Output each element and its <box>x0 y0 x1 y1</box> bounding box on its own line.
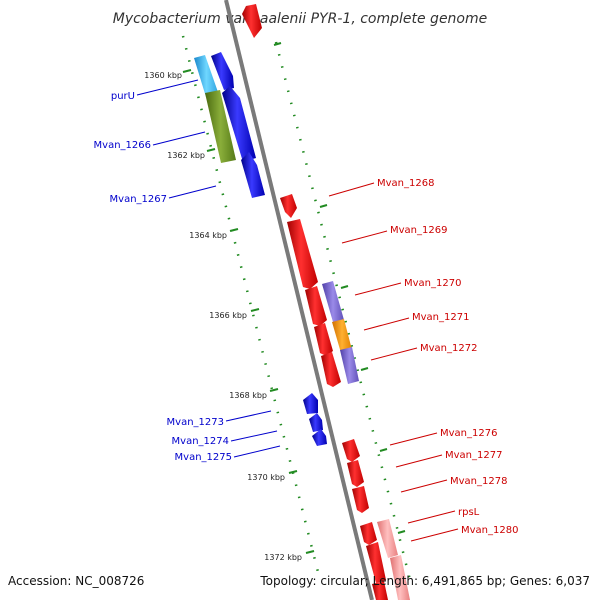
genome-summary-text: Topology: circular; Length: 6,491,865 bp… <box>260 574 590 588</box>
scale: 1360 kbp 1362 kbp 1364 kbp 1366 kbp 1368… <box>144 69 315 562</box>
right-track-ticks <box>273 42 406 534</box>
label-mvan-1271[interactable]: Mvan_1271 <box>412 312 469 323</box>
minor-tick <box>360 367 369 371</box>
scale-label: 1366 kbp <box>209 311 247 320</box>
gene-arrow-blue[interactable] <box>211 52 234 90</box>
scale-tick <box>182 69 192 73</box>
gene-mvan-1280-feature[interactable] <box>377 519 398 558</box>
scale-label: 1370 kbp <box>247 473 285 482</box>
gene-mvan-1271-feature[interactable] <box>332 319 352 353</box>
label-connector <box>354 282 402 296</box>
gene-arrow-bottom[interactable] <box>372 581 388 600</box>
scale-label: 1360 kbp <box>144 71 182 80</box>
gene-mvan-1278[interactable] <box>352 486 369 513</box>
gene-mvan-1272[interactable] <box>321 352 341 387</box>
label-connector <box>395 454 443 468</box>
scale-tick <box>206 148 216 152</box>
label-connector <box>152 131 206 146</box>
label-connector <box>389 432 438 446</box>
label-connector <box>328 182 375 197</box>
label-mvan-1277[interactable]: Mvan_1277 <box>445 450 502 461</box>
map-title: Mycobacterium vanbaalenii PYR-1, complet… <box>113 11 488 27</box>
label-connector <box>363 317 410 331</box>
label-connector <box>230 430 278 442</box>
label-connector <box>233 445 281 458</box>
minor-tick <box>379 448 388 452</box>
label-purU[interactable]: purU <box>111 91 135 102</box>
label-mvan-1275[interactable]: Mvan_1275 <box>175 452 232 463</box>
right-gene-labels: Mvan_1268 Mvan_1269 Mvan_1270 Mvan_1271 … <box>328 178 518 542</box>
label-mvan-1280[interactable]: Mvan_1280 <box>461 525 518 536</box>
gene-mvan-1270[interactable] <box>305 286 327 326</box>
accession-text: Accession: NC_008726 <box>8 574 145 588</box>
scale-label: 1372 kbp <box>264 553 302 562</box>
gene-mvan-1270-feature[interactable] <box>322 281 344 322</box>
label-connector <box>400 479 448 493</box>
gene-purU[interactable] <box>194 55 219 97</box>
scale-label: 1362 kbp <box>167 151 205 160</box>
scale-label: 1368 kbp <box>229 391 267 400</box>
gene-mvan-1267[interactable] <box>241 152 265 198</box>
gene-arrow-top <box>242 4 262 38</box>
label-mvan-1266[interactable]: Mvan_1266 <box>94 140 151 151</box>
label-connector <box>370 347 418 361</box>
minor-tick <box>397 530 406 534</box>
label-connector <box>225 410 272 422</box>
label-connector <box>407 510 456 524</box>
gene-mvan-1272-feature[interactable] <box>340 347 359 384</box>
gene-mvan-1277[interactable] <box>347 460 364 487</box>
label-connector <box>136 79 199 96</box>
scale-tick <box>305 550 315 554</box>
gene-arrow-bottom-pink[interactable] <box>390 555 410 600</box>
gene-mvan-1280[interactable] <box>366 542 386 583</box>
forward-strand-genes <box>194 4 327 446</box>
left-gene-labels: purU Mvan_1266 Mvan_1267 Mvan_1273 Mvan_… <box>94 79 281 463</box>
label-mvan-1268[interactable]: Mvan_1268 <box>377 178 434 189</box>
label-mvan-1276[interactable]: Mvan_1276 <box>440 428 497 439</box>
gene-mvan-1274[interactable] <box>309 413 323 432</box>
gene-mvan-1273[interactable] <box>303 393 318 414</box>
label-mvan-1269[interactable]: Mvan_1269 <box>390 225 447 236</box>
right-tick-track <box>274 41 412 581</box>
minor-tick <box>273 42 282 46</box>
gene-mvan-1269[interactable] <box>287 219 318 289</box>
label-connector <box>341 230 388 244</box>
gene-mvan-1266[interactable] <box>222 86 256 162</box>
scale-tick <box>229 228 239 232</box>
label-mvan-1273[interactable]: Mvan_1273 <box>167 417 224 428</box>
scale-tick <box>250 308 260 312</box>
label-mvan-1272[interactable]: Mvan_1272 <box>420 343 477 354</box>
label-mvan-1270[interactable]: Mvan_1270 <box>404 278 461 289</box>
label-mvan-1278[interactable]: Mvan_1278 <box>450 476 507 487</box>
gene-mvan-1275[interactable] <box>312 429 327 446</box>
genome-backbone <box>224 0 374 600</box>
label-connector <box>168 185 217 199</box>
label-rpsL[interactable]: rpsL <box>458 507 480 518</box>
label-connector <box>410 528 459 542</box>
gene-rpsL[interactable] <box>360 522 377 545</box>
gene-mvan-1268[interactable] <box>280 194 297 218</box>
minor-tick <box>319 204 328 208</box>
scale-label: 1364 kbp <box>189 231 227 240</box>
gene-mvan-1271[interactable] <box>314 323 333 356</box>
gene-mvan-1266-feature[interactable] <box>205 90 236 163</box>
minor-tick <box>340 285 349 289</box>
label-mvan-1267[interactable]: Mvan_1267 <box>110 194 167 205</box>
label-mvan-1274[interactable]: Mvan_1274 <box>172 436 229 447</box>
scale-tick <box>269 388 279 392</box>
reverse-strand-genes <box>280 194 410 600</box>
gene-mvan-1276[interactable] <box>342 439 360 462</box>
scale-tick <box>288 470 298 474</box>
